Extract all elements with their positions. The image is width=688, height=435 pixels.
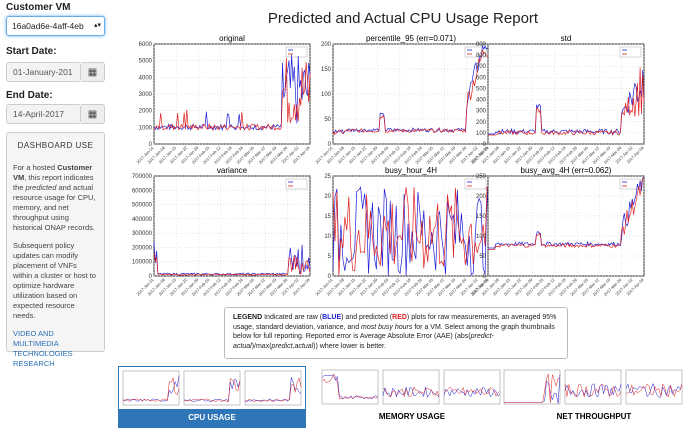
- dashboard-use-panel: DASHBOARD USE For a hosted Customer VM, …: [6, 132, 105, 368]
- chart-title: variance: [217, 166, 248, 175]
- chart-title: busy_avg_4H (err=0.062): [521, 166, 612, 175]
- y-tick-label: 200: [476, 120, 487, 126]
- y-tick-label: 0: [328, 274, 332, 280]
- y-tick-label: 100000: [132, 260, 153, 266]
- net-thumbnail-image: [503, 369, 683, 405]
- y-tick-label: 100: [476, 234, 487, 240]
- customer-vm-label: Customer VM: [6, 2, 71, 13]
- y-tick-label: 50: [479, 254, 486, 260]
- y-tick-label: 0: [149, 142, 153, 148]
- thumbnail-label: MEMORY USAGE: [378, 412, 446, 421]
- y-tick-label: 25: [324, 174, 331, 180]
- y-tick-label: 100: [321, 92, 332, 98]
- y-tick-label: 250: [476, 174, 487, 180]
- chart-title: busy_hour_4H: [385, 166, 437, 175]
- y-tick-label: 200000: [132, 245, 153, 251]
- thumbnail-label: CPU USAGE: [119, 409, 305, 427]
- y-tick-label: 20: [324, 194, 331, 200]
- predicted-series-line: [488, 67, 645, 136]
- y-tick-label: 400: [476, 98, 487, 104]
- y-tick-label: 200: [476, 194, 487, 200]
- chart-frame: [332, 175, 490, 277]
- thumbnail-memory-usage[interactable]: MEMORY USAGE: [318, 366, 506, 428]
- y-tick-label: 500000: [132, 203, 153, 209]
- end-date-calendar-button[interactable]: ▦: [81, 104, 105, 124]
- y-tick-label: 15: [324, 214, 331, 220]
- y-tick-label: 2000: [139, 109, 153, 115]
- dashboard-use-title: DASHBOARD USE: [17, 141, 94, 150]
- y-tick-label: 150: [476, 214, 487, 220]
- y-tick-label: 200: [321, 42, 332, 48]
- report-title: Predicted and Actual CPU Usage Report: [267, 10, 539, 27]
- research-link[interactable]: VIDEO AND MULTIMEDIA TECHNOLOGIES RESEAR…: [13, 329, 73, 368]
- dashboard-policy-note: Subsequent policy updates can modify pla…: [13, 241, 96, 320]
- y-tick-label: 100: [476, 131, 487, 137]
- calendar-icon: ▦: [87, 108, 98, 120]
- start-date-input[interactable]: 01-January-201: [6, 62, 81, 82]
- chart-avg: busy_avg_4H (err=0.062)25020015010050020…: [469, 166, 645, 297]
- chart-std: std90080070060050040030020010002017-Jan-…: [469, 34, 645, 165]
- cpu-thumbnail-image: [122, 370, 302, 406]
- customer-vm-value: 16a0ad6e-4aff-4eb: [12, 21, 84, 31]
- charts-grid: original60005000400030002000100002017-Ja…: [132, 34, 645, 297]
- calendar-icon: ▦: [87, 66, 98, 78]
- start-date-calendar-button[interactable]: ▦: [81, 62, 105, 82]
- y-tick-label: 1000: [139, 125, 153, 131]
- memory-thumbnail-image: [321, 369, 501, 405]
- actual-series-line: [488, 70, 645, 135]
- y-tick-label: 600000: [132, 188, 153, 194]
- y-tick-label: 400000: [132, 217, 153, 223]
- predicted-series-line: [332, 49, 490, 136]
- y-tick-label: 6000: [139, 42, 153, 48]
- chart-busy: busy_hour_4H25201510502017-Jan-012017-Ja…: [314, 166, 490, 297]
- y-tick-label: 10: [324, 234, 331, 240]
- y-tick-label: 300000: [132, 231, 153, 237]
- chart-title: std: [561, 34, 572, 43]
- y-tick-label: 0: [483, 142, 487, 148]
- chart-title: original: [219, 34, 245, 43]
- y-tick-label: 700000: [132, 174, 153, 180]
- y-tick-label: 900: [476, 42, 487, 48]
- y-tick-label: 50: [324, 117, 331, 123]
- thumbnail-label: NET THROUGHPUT: [556, 412, 632, 421]
- y-tick-label: 500: [476, 86, 487, 92]
- predicted-series-line: [153, 252, 311, 276]
- y-tick-label: 700: [476, 64, 487, 70]
- thumbnail-net-throughput[interactable]: NET THROUGHPUT: [500, 366, 688, 428]
- y-tick-label: 0: [483, 274, 487, 280]
- legend-box: LEGEND Indicated are raw (BLUE) and pred…: [224, 307, 568, 359]
- chart-title: percentile_95 (err=0.071): [366, 34, 456, 43]
- y-tick-label: 5: [328, 254, 332, 260]
- chart-frame: [153, 175, 311, 277]
- chart-frame: [487, 43, 645, 145]
- end-date-label: End Date:: [6, 90, 53, 101]
- y-tick-label: 150: [321, 67, 332, 73]
- predicted-series-line: [488, 177, 645, 250]
- y-tick-label: 3000: [139, 92, 153, 98]
- y-tick-label: 600: [476, 75, 487, 81]
- actual-series-line: [332, 186, 490, 276]
- y-tick-label: 0: [149, 274, 153, 280]
- y-tick-label: 300: [476, 109, 487, 115]
- start-date-label: Start Date:: [6, 46, 57, 57]
- dropdown-arrow-icon: ▴▾: [93, 22, 101, 29]
- chart-frame: [487, 175, 645, 277]
- y-tick-label: 5000: [139, 59, 153, 65]
- customer-vm-select[interactable]: 16a0ad6e-4aff-4eb ▴▾: [6, 16, 105, 36]
- predicted-series-line: [332, 186, 490, 276]
- predicted-series-line: [153, 58, 311, 131]
- thumbnail-cpu-usage[interactable]: CPU USAGE: [118, 366, 306, 428]
- chart-var: variance 700000 600000 500000 400000 300000 20…: [132, 166, 311, 297]
- chart-pct: percentile_95 (err=0.071)200150100500201…: [314, 34, 490, 165]
- y-tick-label: 800: [476, 53, 487, 59]
- chart-original: original60005000400030002000100002017-Ja…: [135, 34, 311, 165]
- end-date-input[interactable]: 14-April-2017: [6, 104, 81, 124]
- dashboard-description: For a hosted Customer VM, this report in…: [13, 163, 96, 232]
- y-tick-label: 4000: [139, 75, 153, 81]
- y-tick-label: 0: [328, 142, 332, 148]
